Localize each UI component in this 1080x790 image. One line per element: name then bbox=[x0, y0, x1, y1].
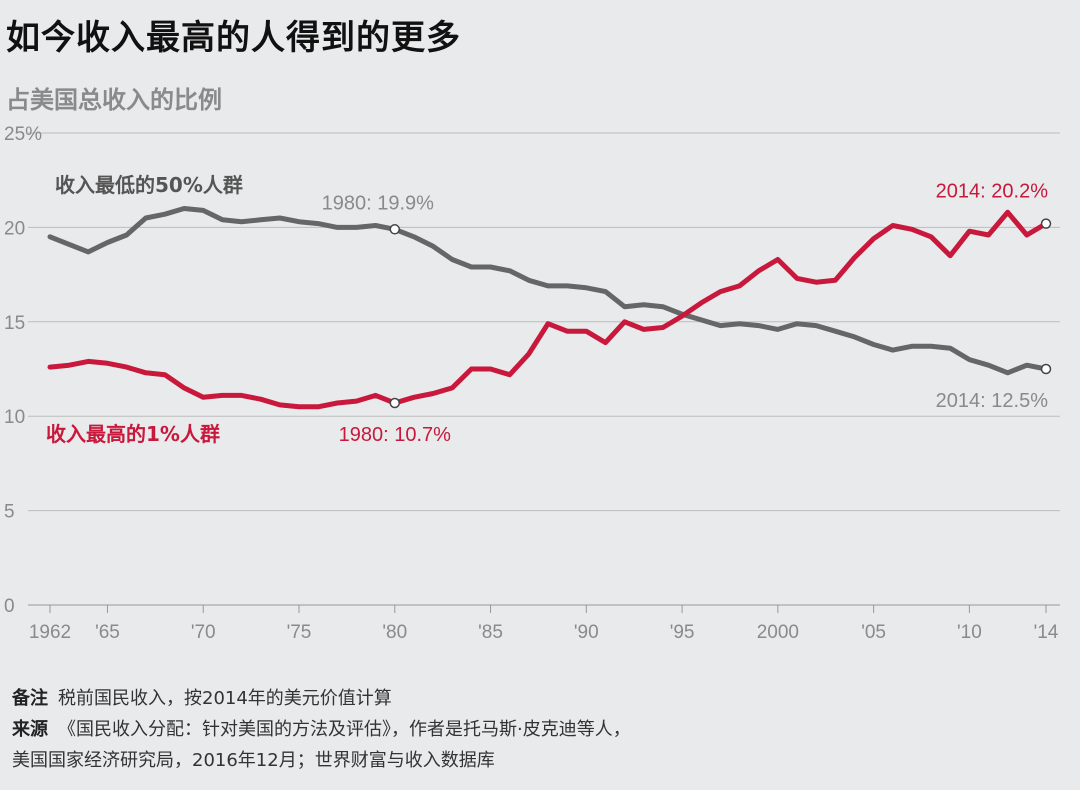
x-tick-label: 2000 bbox=[757, 622, 799, 643]
grid-lines bbox=[28, 132, 1060, 606]
line-chart: 0 5 10 15 20 25% 1962 '65 '70 '75 '80 '85 '90 '95 200… bbox=[4, 124, 1060, 643]
series-layer bbox=[47, 206, 1049, 410]
series-name-label: 收入最高的1%人群 bbox=[46, 422, 220, 446]
y-tick-label: 5 bbox=[4, 502, 15, 523]
data-point-marker bbox=[389, 224, 401, 235]
data-point-marker bbox=[389, 397, 401, 409]
note-label: 备注 bbox=[12, 688, 48, 709]
data-point-marker bbox=[1040, 363, 1052, 375]
y-tick-label: 20 bbox=[4, 218, 25, 239]
annotation-label: 2014: 12.5% bbox=[936, 390, 1049, 412]
x-tick-label: '70 bbox=[191, 622, 216, 643]
annotation-label: 1980: 19.9% bbox=[322, 192, 435, 214]
source-label: 来源 bbox=[12, 719, 48, 740]
y-tick-label: 10 bbox=[4, 407, 25, 428]
x-tick-label: '80 bbox=[382, 622, 407, 643]
data-point-marker bbox=[1040, 218, 1052, 229]
y-tick-label: 25% bbox=[4, 124, 42, 145]
note-line: 备注 税前国民收入，按2014年的美元价值计算 bbox=[12, 683, 631, 714]
chart-title: 如今收入最高的人得到的更多 bbox=[6, 18, 461, 58]
x-tick-label: '65 bbox=[95, 622, 120, 643]
x-tick-label: '85 bbox=[478, 622, 503, 643]
x-tick-label: '14 bbox=[1034, 622, 1059, 643]
y-tick-label: 15 bbox=[4, 313, 25, 334]
chart-subtitle: 占美国总收入的比例 bbox=[6, 86, 222, 114]
source-text-2: 美国国家经济研究局，2016年12月；世界财富与收入数据库 bbox=[12, 750, 495, 771]
annotation-label: 2014: 20.2% bbox=[936, 181, 1049, 203]
x-tick-label: '95 bbox=[670, 622, 695, 643]
series-line-1 bbox=[47, 209, 1049, 410]
source-text-1: 《国民收入分配：针对美国的方法及评估》，作者是托马斯·皮克迪等人， bbox=[58, 719, 631, 740]
source-line: 来源 《国民收入分配：针对美国的方法及评估》，作者是托马斯·皮克迪等人， bbox=[12, 714, 631, 745]
x-tick-label: '05 bbox=[861, 622, 886, 643]
x-tick-label: 1962 bbox=[29, 622, 71, 643]
note-text: 税前国民收入，按2014年的美元价值计算 bbox=[58, 688, 392, 709]
y-axis: 0 5 10 15 20 25% bbox=[4, 124, 42, 617]
x-tick-label: '90 bbox=[574, 622, 599, 643]
x-axis: 1962 '65 '70 '75 '80 '85 '90 '95 2000 '05 '10 '14 bbox=[29, 605, 1059, 643]
series-name-label: 收入最低的50%人群 bbox=[55, 173, 243, 197]
annotation-label: 1980: 10.7% bbox=[339, 424, 452, 446]
y-tick-label: 0 bbox=[4, 596, 15, 617]
notes-section: 备注 税前国民收入，按2014年的美元价值计算 来源 《国民收入分配：针对美国的方法… bbox=[12, 683, 631, 776]
series-line-0 bbox=[47, 206, 1049, 376]
x-tick-label: '75 bbox=[287, 622, 312, 643]
x-tick-label: '10 bbox=[957, 622, 982, 643]
source-line-2: 美国国家经济研究局，2016年12月；世界财富与收入数据库 bbox=[12, 745, 631, 776]
